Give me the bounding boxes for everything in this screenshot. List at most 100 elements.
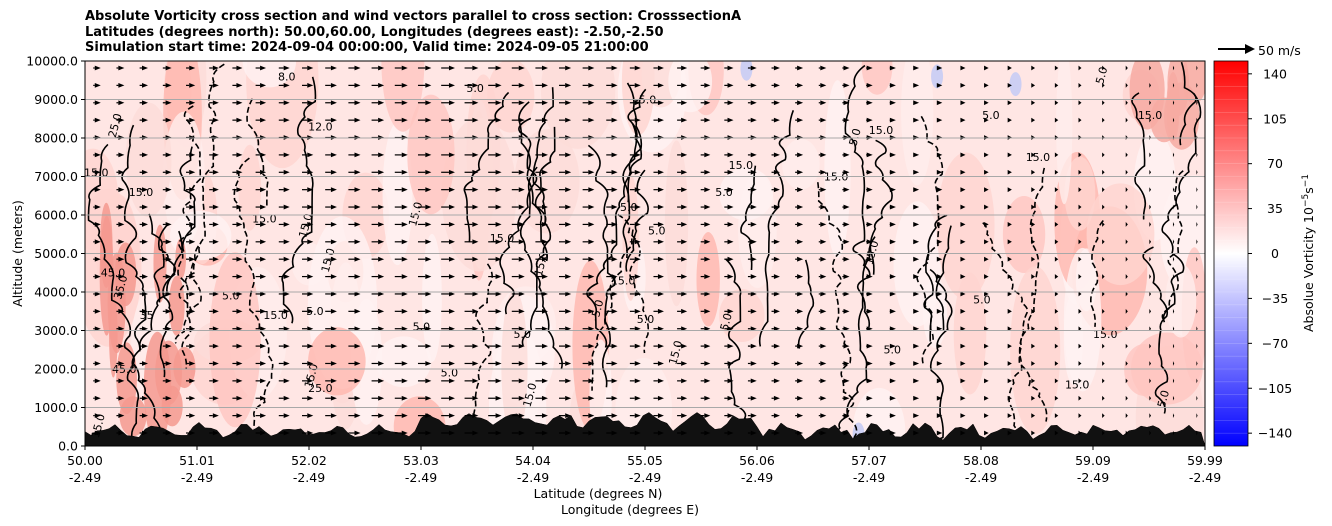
wind-vector-head <box>260 65 267 71</box>
wind-vector-head <box>283 430 290 436</box>
contour-label: 12.0 <box>308 120 333 133</box>
wind-vector-head <box>94 65 101 71</box>
wind-vector-head <box>236 308 243 314</box>
wind-vector-head <box>283 100 290 106</box>
wind-vector-head <box>1125 65 1128 71</box>
wind-vector-head <box>495 117 502 123</box>
wind-vector-head <box>1196 326 1198 332</box>
contour-label: 15.0 <box>729 159 754 172</box>
wind-vector-head <box>1007 430 1012 436</box>
wind-vector-head <box>681 82 688 88</box>
contour-line <box>1090 219 1104 328</box>
wind-vector-head <box>189 361 196 366</box>
wind-vector-head <box>307 291 314 297</box>
wind-vector-head <box>960 239 966 245</box>
wind-vector-head <box>889 169 896 175</box>
wind-vector-head <box>681 326 688 332</box>
wind-vector-head <box>541 413 548 419</box>
wind-vector-head <box>797 274 804 279</box>
wind-vector-head <box>189 239 196 245</box>
wind-vector-head <box>750 187 757 193</box>
wind-vector-head <box>843 413 850 419</box>
wind-vector-head <box>681 256 688 262</box>
wind-vector-head <box>588 204 595 210</box>
wind-vector-head <box>448 117 455 123</box>
wind-vector-head <box>141 82 148 88</box>
wind-vector-head <box>1125 274 1128 279</box>
wind-vector-head <box>518 82 525 88</box>
wind-vector-head <box>1102 100 1105 106</box>
y-tick-label: 8000.0 <box>34 131 78 146</box>
wind-vector-head <box>704 291 711 297</box>
wind-vector-head <box>212 343 219 349</box>
wind-vector-head <box>750 308 757 314</box>
wind-vector-head <box>354 413 361 419</box>
contour-label: 15.0 <box>532 251 551 278</box>
wind-vector-head <box>611 222 618 227</box>
wind-vector-head <box>307 308 314 314</box>
wind-vector-head <box>283 82 290 88</box>
wind-vector-head <box>866 239 873 245</box>
vorticity-patch <box>1064 156 1096 231</box>
wind-vector-head <box>141 378 148 384</box>
wind-vector-head <box>1078 361 1082 366</box>
wind-vector-head <box>378 204 385 210</box>
wind-vector-head <box>518 239 525 245</box>
wind-vector-head <box>936 343 943 349</box>
contour-label: 15.0 <box>84 167 109 180</box>
contour-label: 5.0 <box>982 109 1000 122</box>
wind-vector-head <box>565 274 572 279</box>
wind-vector-head <box>189 222 196 227</box>
wind-vector-head <box>843 100 850 106</box>
wind-vector-head <box>1007 152 1012 158</box>
vorticity-patch <box>246 61 319 169</box>
wind-vector-head <box>588 65 595 71</box>
wind-vector-head <box>212 100 219 106</box>
wind-vector-head <box>1078 395 1082 401</box>
wind-vector-head <box>401 343 408 349</box>
wind-vector-head <box>1031 430 1036 436</box>
wind-vector-head <box>283 65 290 71</box>
wind-vector-head <box>866 430 873 436</box>
wind-vector-head <box>495 343 502 349</box>
wind-vector-head <box>797 256 804 262</box>
wind-vector-head <box>425 152 432 158</box>
wind-vector-head <box>518 117 525 123</box>
wind-vector-head <box>750 274 757 279</box>
wind-vector-head <box>588 169 595 175</box>
wind-vector-head <box>141 204 148 210</box>
x-tick-label-lon: -2.49 <box>965 470 997 485</box>
wind-vector-head <box>634 274 641 279</box>
wind-vector-head <box>1196 222 1198 227</box>
wind-vector-head <box>588 361 595 366</box>
wind-vector-head <box>448 274 455 279</box>
contour-line <box>869 139 893 275</box>
wind-vector-head <box>260 82 267 88</box>
wind-vector-head <box>889 117 896 123</box>
wind-vector-head <box>866 413 873 419</box>
wind-vector-head <box>773 256 780 262</box>
contour-label: 15.0 <box>129 186 154 199</box>
wind-vector-head <box>588 187 595 193</box>
wind-vector-head <box>448 256 455 262</box>
wind-vector-head <box>448 326 455 332</box>
wind-vector-head <box>889 187 896 193</box>
wind-vector-head <box>889 326 896 332</box>
wind-vector-head <box>634 326 641 332</box>
wind-vector-head <box>330 204 337 210</box>
wind-vector-head <box>1078 152 1082 158</box>
wind-vector-head <box>401 239 408 245</box>
wind-vector-head <box>843 222 850 227</box>
wind-vector-head <box>889 100 896 106</box>
wind-vector-head <box>565 65 572 71</box>
vorticity-patch-strong <box>119 396 147 437</box>
wind-vector-head <box>1125 326 1128 332</box>
wind-vector-head <box>704 65 711 71</box>
wind-vector-head <box>260 239 267 245</box>
wind-vector-head <box>1078 308 1082 314</box>
wind-vector-head <box>94 378 101 384</box>
wind-vector-head <box>704 82 711 88</box>
wind-vector-head <box>634 152 641 158</box>
y-tick-label: 5000.0 <box>34 246 78 261</box>
